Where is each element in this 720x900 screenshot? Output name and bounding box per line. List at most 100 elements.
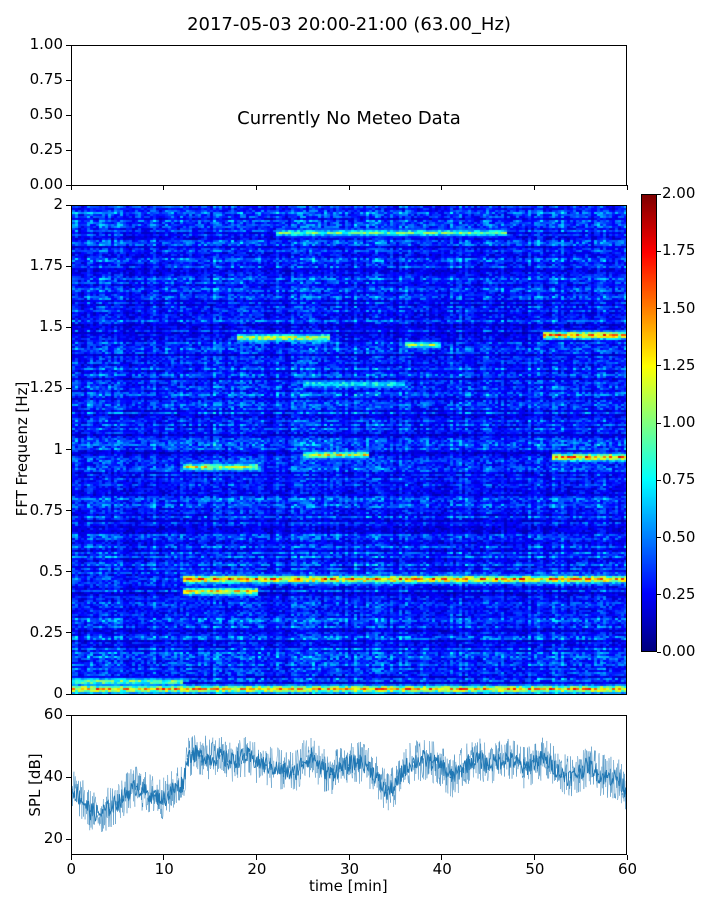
spl-data-point [329,773,332,776]
meteo-y-tick-label: 0.50 [29,105,63,123]
spl-y-tick-mark [66,838,71,840]
colorbar-tick-mark [657,308,661,309]
spl-data-point [375,776,378,779]
spl-data-point [385,791,387,794]
colorbar-tick-label: 1.00 [662,413,696,431]
spl-data-point [560,773,563,776]
spl-data-point [163,798,166,800]
spl-plot-area [71,715,627,855]
spl-data-point [357,761,360,763]
spl-x-tick-mark [255,855,257,860]
spl-data-point [523,767,526,769]
spl-data-point [98,813,101,815]
colorbar-tick-mark [657,651,661,653]
spl-line-chart [72,735,626,832]
colorbar-tick-label: 1.50 [662,298,696,317]
spectrogram-y-tick-label: 0.75 [29,500,63,519]
spl-x-tick-mark [163,855,165,860]
spl-data-point [606,776,609,779]
spl-x-tick-mark [533,855,535,860]
meteo-y-tick-label: 0.00 [29,175,63,193]
no-meteo-data-message: Currently No Meteo Data [237,108,461,129]
spectrogram-plot-area [71,205,627,695]
colorbar-tick-mark [657,193,661,195]
spl-data-point [237,758,239,760]
meteo-x-tick-mark [255,185,257,190]
spl-data-point [449,776,452,779]
spectrogram-y-tick-mark [66,265,71,267]
spectrogram-y-tick-label: 1.5 [39,317,63,336]
spl-data-point [209,758,212,760]
spl-noise-trace [72,735,626,832]
spl-data-point [542,758,544,760]
spl-data-point [172,788,175,791]
spl-x-tick-mark [348,855,350,860]
spl-data-point [338,767,341,769]
spectrogram-heatmap [72,206,626,694]
spectrogram-y-tick-label: 1.25 [29,378,63,397]
colorbar-tick-label: 1.75 [662,241,696,260]
spectrogram-y-label: FFT Frequenz [Hz] [13,381,31,517]
colorbar-tick-mark [657,479,661,481]
spl-data-point [302,761,304,763]
spl-data-point [615,776,618,779]
colorbar-tick-label: 2.00 [662,184,696,202]
colorbar [641,194,657,652]
colorbar-tick-mark [657,537,661,538]
colorbar-tick-mark [657,365,661,367]
meteo-x-tick-mark [163,185,165,190]
colorbar-tick-label: 0.50 [662,527,696,546]
meteo-x-tick-mark [348,185,350,190]
spl-data-point [265,764,267,766]
spl-x-tick-label: 20 [247,860,267,878]
meteo-y-tick-label: 0.75 [29,70,63,88]
meteo-x-tick-mark [626,185,628,190]
spl-data-point [154,794,156,797]
spl-data-point [274,767,276,769]
spl-data-point [477,758,480,760]
colorbar-tick-mark [657,250,661,252]
figure-title: 2017-05-03 20:00-21:00 (63.00_Hz) [187,14,511,35]
spl-y-tick-label: 20 [43,829,63,848]
spl-data-point [431,761,433,763]
meteo-y-tick-mark [66,44,71,46]
spectrogram-y-tick-mark [66,449,71,450]
colorbar-tick-mark [657,422,661,424]
spl-x-tick-label: 40 [432,860,452,878]
spl-x-tick-mark [441,855,443,860]
colorbar-gradient [642,195,656,651]
spl-data-point [186,758,189,760]
spl-x-tick-label: 0 [66,860,77,878]
spectrogram-y-tick-label: 0.25 [29,622,63,641]
colorbar-tick-mark [657,594,661,596]
colorbar-tick-label: 0.25 [662,584,696,603]
spl-data-point [200,755,203,757]
meteo-y-tick-mark [66,114,71,116]
spl-data-point [403,767,406,769]
meteo-x-tick-mark [533,185,535,190]
spl-data-point [625,788,626,791]
spectrogram-y-tick-label: 0 [53,684,63,702]
meteo-plot-area [71,45,627,186]
spl-data-point [72,788,73,791]
spl-data-point [89,810,92,812]
spl-data-point [505,758,507,760]
spl-x-label: time [min] [309,877,388,895]
spl-data-point [514,761,516,763]
spl-data-point [311,755,313,757]
spectrogram-y-tick-label: 1 [53,439,63,458]
meteo-y-tick-mark [66,184,71,186]
spl-data-point [292,773,295,776]
spl-y-tick-mark [66,714,71,716]
spectrogram-y-tick-label: 0.5 [39,561,63,580]
spl-data-point [283,770,286,772]
meteo-y-tick-mark [66,79,71,81]
meteo-x-tick-mark [441,185,443,190]
spectrogram-y-tick-label: 1.75 [29,256,63,275]
spl-data-point [126,791,129,794]
colorbar-tick-label: 1.25 [662,355,696,374]
meteo-y-tick-label: 1.00 [29,35,63,53]
spl-data-point [588,764,590,766]
spl-y-tick-label: 40 [43,767,63,786]
spl-data-point [320,767,323,769]
